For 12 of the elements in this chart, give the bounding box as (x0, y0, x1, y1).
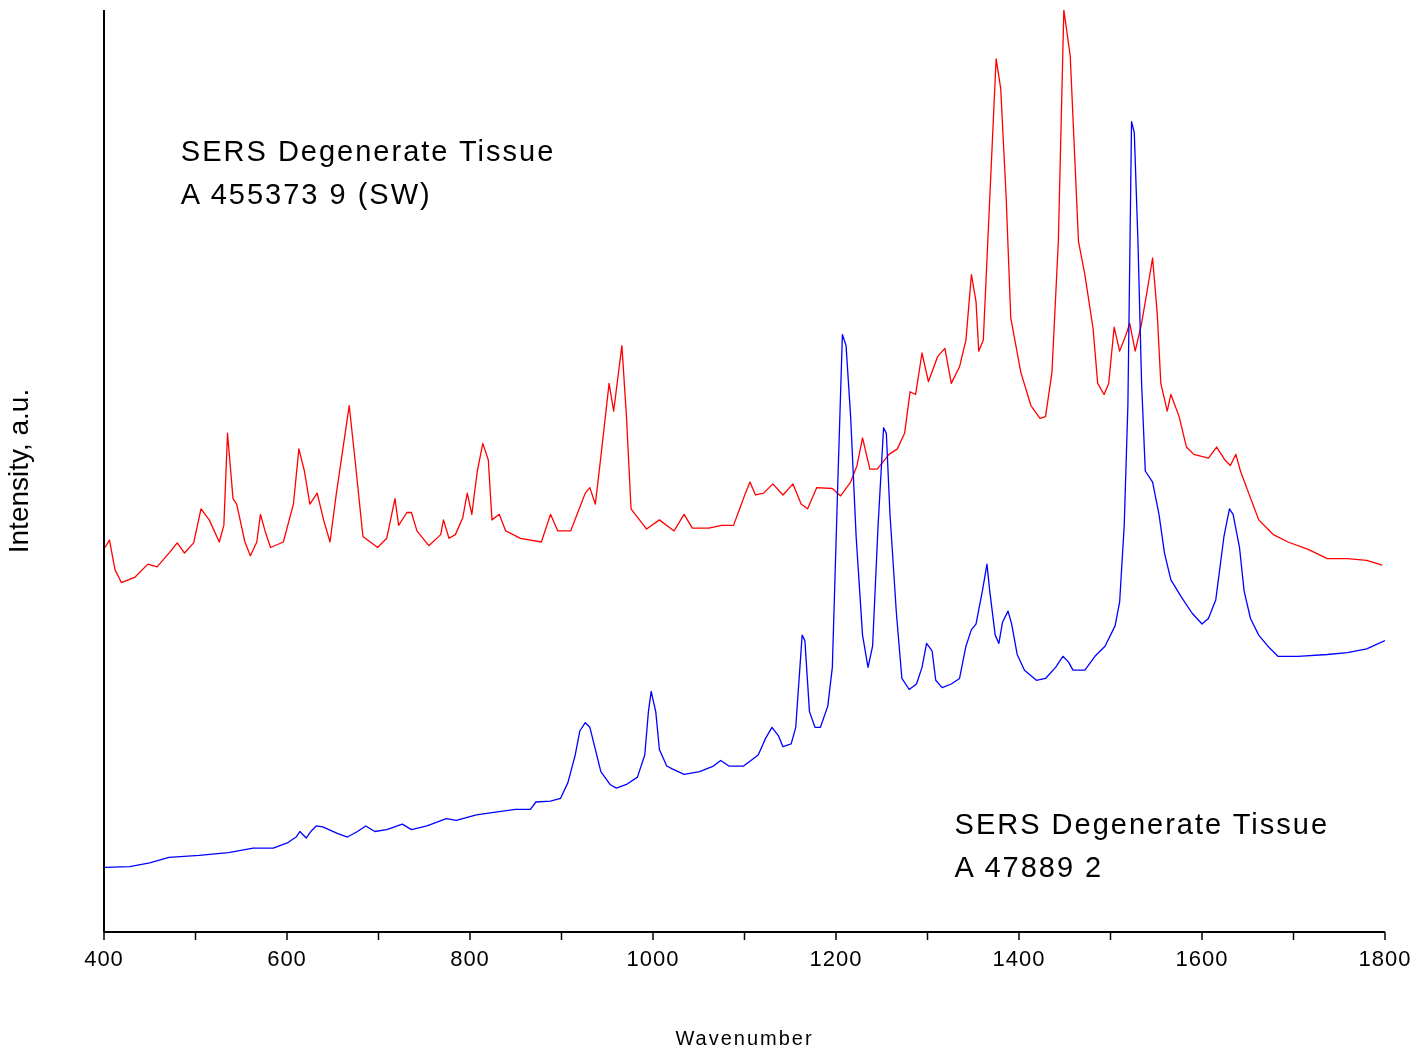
x-tick-label: 1400 (992, 945, 1046, 971)
x-tick-label: 800 (450, 945, 490, 971)
x-tick-label: 1200 (809, 945, 863, 971)
x-tick-label: 600 (267, 945, 307, 971)
y-axis-title: Intensity, a.u. (2, 388, 34, 554)
x-axis-title: Wavenumber (675, 1027, 814, 1045)
annotation: SERS Degenerate Tissue A 455373 9 (SW) (180, 133, 556, 212)
annotation: SERS Degenerate Tissue A 47889 2 (954, 806, 1330, 885)
x-tick-label: 400 (84, 945, 124, 971)
x-tick-label: 1000 (626, 945, 680, 971)
x-tick-label: 1600 (1175, 945, 1229, 971)
x-tick-label: 1800 (1358, 945, 1412, 971)
